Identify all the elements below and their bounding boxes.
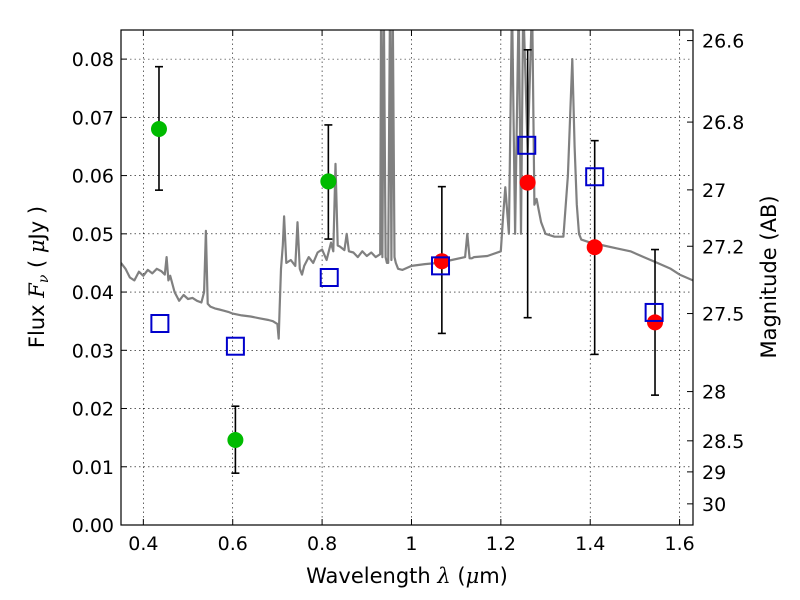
y-tick-label: 0.03 — [72, 340, 114, 362]
magnitude-tick-label: 28 — [702, 382, 726, 404]
axis-ticks: 0.4 0.6 0.8 1 1.2 1.4 1.6 0.00 0.01 0.02 0.03 0.04 0… — [72, 30, 744, 555]
y-tick-label: 0.04 — [72, 282, 114, 304]
x-tick-label: 0.6 — [218, 533, 248, 555]
y-tick-label: 0.05 — [72, 224, 114, 246]
template-spectrum-layer — [121, 30, 693, 340]
red-flux-point — [433, 253, 450, 270]
model-flux-square — [319, 268, 339, 287]
green-flux-point — [320, 173, 337, 190]
x-tick-label: 0.8 — [307, 533, 337, 555]
magnitude-tick-label: 27.5 — [702, 304, 744, 326]
magnitude-tick-label: 29 — [702, 462, 726, 484]
green-flux-point — [227, 431, 244, 448]
x-tick-label: 1 — [405, 533, 417, 555]
x-tick-label: 1.2 — [486, 533, 516, 555]
y-tick-label: 0.01 — [72, 457, 114, 479]
model-flux-square — [644, 302, 664, 322]
red-flux-point — [647, 314, 664, 331]
magnitude-tick-label: 27 — [702, 180, 726, 202]
x-tick-label: 0.4 — [128, 533, 158, 555]
model-flux-square — [150, 314, 170, 334]
grid-lines — [121, 30, 693, 525]
error-bars-layer — [154, 48, 660, 474]
x-tick-label: 1.6 — [664, 533, 694, 555]
y-axis-label: Flux Fν ( μJy ) — [25, 206, 52, 348]
y-tick-label: 0.02 — [72, 399, 114, 421]
model-flux-square — [225, 336, 245, 356]
green-flux-point — [150, 121, 167, 137]
markers-layer — [150, 121, 664, 448]
model-flux-square — [517, 135, 537, 155]
y-tick-label: 0.06 — [72, 166, 114, 188]
magnitude-tick-label: 26.6 — [702, 31, 744, 53]
red-flux-point — [519, 174, 536, 191]
plot-frame — [120, 29, 694, 526]
magnitude-tick-label: 30 — [702, 494, 726, 516]
y-tick-label: 0.08 — [72, 49, 114, 71]
red-flux-point — [586, 239, 603, 256]
model-flux-square — [431, 256, 451, 276]
y-tick-label: 0.00 — [72, 515, 114, 537]
magnitude-tick-label: 28.5 — [702, 431, 744, 453]
template-spectrum-line — [121, 30, 693, 340]
magnitude-tick-label: 27.2 — [702, 236, 744, 258]
y-tick-label: 0.07 — [72, 107, 114, 129]
x-tick-label: 1.4 — [575, 533, 605, 555]
x-axis-label: Wavelength λ (μm) — [306, 564, 508, 588]
magnitude-tick-label: 26.8 — [702, 112, 744, 134]
magnitude-axis-label: Magnitude (AB) — [757, 195, 781, 358]
model-flux-square — [585, 167, 605, 187]
